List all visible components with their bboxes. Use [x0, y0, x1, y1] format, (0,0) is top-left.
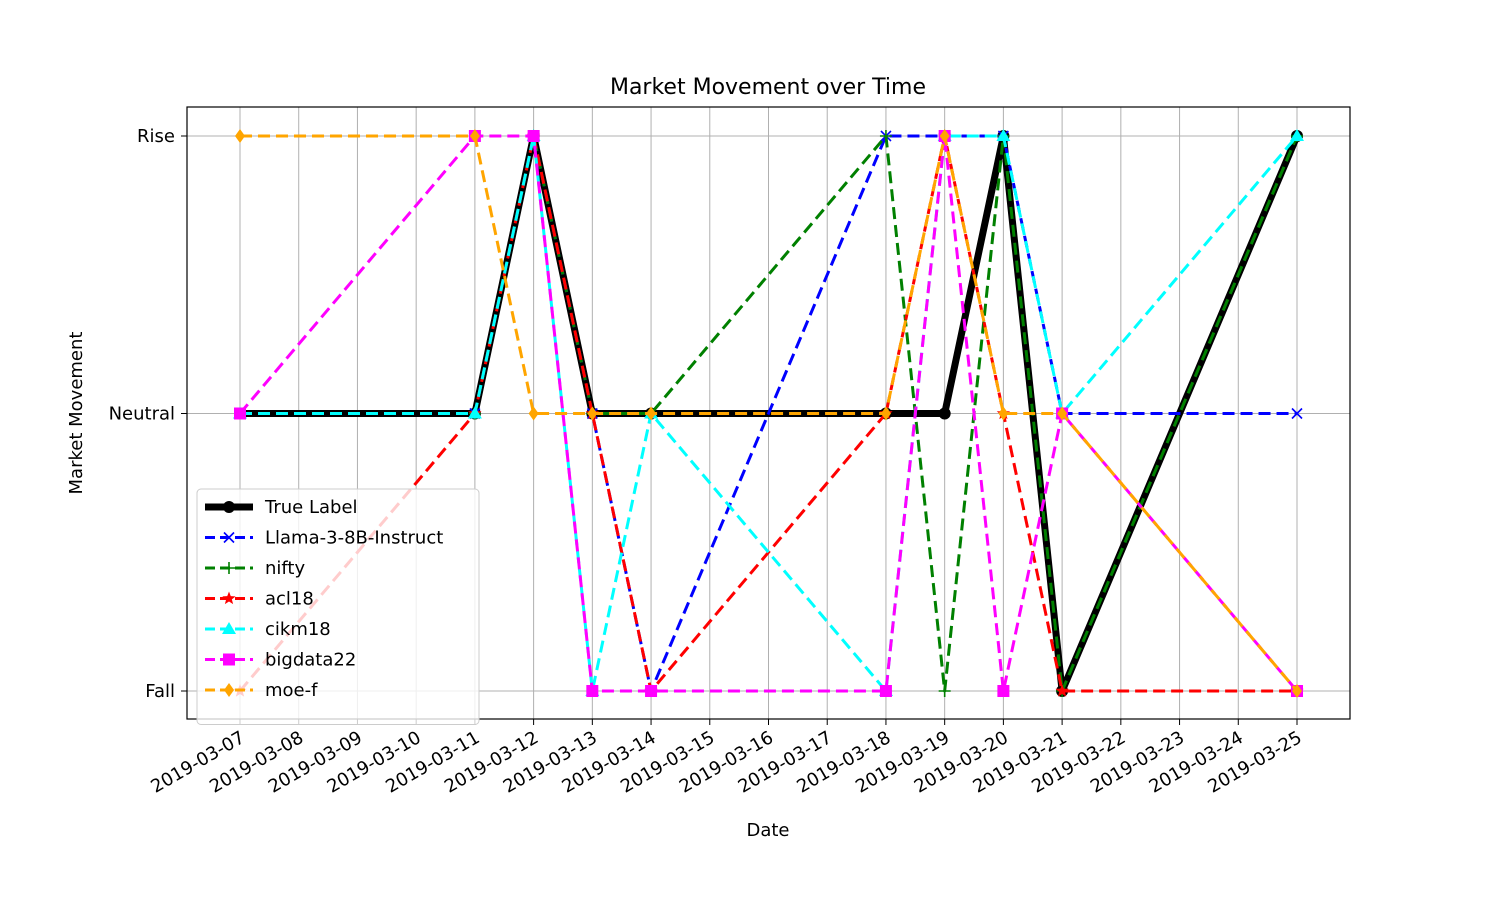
- data-point: [645, 685, 658, 697]
- data-point: [997, 685, 1010, 697]
- data-point: [996, 129, 1011, 141]
- data-point: [939, 129, 950, 143]
- y-tick-label: Fall: [145, 681, 175, 702]
- series-moe-f: [235, 129, 1302, 698]
- data-point: [469, 129, 480, 143]
- series-layer: [233, 129, 1304, 698]
- legend-item: nifty: [205, 558, 305, 579]
- legend: True Label Llama-3-8B-Instruct nifty acl18 c…: [196, 488, 480, 725]
- data-point: [1057, 406, 1068, 421]
- y-tick-label: Rise: [137, 126, 175, 147]
- data-point: [528, 406, 539, 421]
- legend-item: True Label: [205, 497, 358, 518]
- x-axis-title: Date: [746, 820, 789, 841]
- data-point: [879, 130, 892, 142]
- legend-item: acl18: [205, 589, 314, 610]
- data-point: [467, 406, 482, 419]
- data-point: [1291, 407, 1303, 420]
- data-point: [223, 531, 235, 544]
- data-point: [586, 685, 599, 697]
- data-point: [1292, 684, 1302, 698]
- legend-label: True Label: [264, 497, 358, 518]
- data-point: [938, 685, 951, 697]
- data-point: [587, 406, 598, 421]
- data-point: [222, 591, 236, 605]
- data-point: [223, 501, 235, 513]
- data-point: [235, 129, 245, 143]
- legend-item: bigdata22: [205, 650, 356, 671]
- data-point: [938, 407, 951, 420]
- data-point: [223, 653, 235, 666]
- legend-item: moe-f: [205, 680, 318, 701]
- y-axis-title: Market Movement: [66, 332, 87, 495]
- legend-box: [196, 488, 480, 725]
- chart-title: Market Movement over Time: [610, 75, 926, 100]
- legend-label: Llama-3-8B-Instruct: [265, 528, 443, 549]
- legend-item: cikm18: [205, 619, 331, 640]
- legend-item: Llama-3-8B-Instruct: [205, 528, 443, 549]
- data-point: [1290, 129, 1304, 141]
- legend-label: cikm18: [265, 619, 331, 640]
- data-point: [1055, 684, 1069, 697]
- y-tick-label: Neutral: [109, 404, 175, 425]
- legend-label: bigdata22: [265, 650, 356, 671]
- series-line: [240, 134, 1299, 692]
- legend-label: nifty: [265, 558, 305, 579]
- series-line: [238, 134, 1299, 693]
- series-line: [240, 134, 1297, 693]
- data-point: [646, 406, 657, 421]
- legend-label: acl18: [265, 589, 314, 610]
- data-point: [527, 130, 540, 142]
- data-point: [222, 622, 236, 634]
- data-point: [998, 406, 1009, 421]
- data-point: [880, 406, 891, 421]
- data-point: [223, 562, 235, 574]
- data-point: [234, 407, 246, 420]
- data-point: [879, 685, 892, 697]
- data-point: [224, 683, 234, 697]
- series-line: [238, 134, 1297, 693]
- y-axis: Fall Neutral Rise: [109, 126, 187, 702]
- legend-label: moe-f: [265, 680, 318, 701]
